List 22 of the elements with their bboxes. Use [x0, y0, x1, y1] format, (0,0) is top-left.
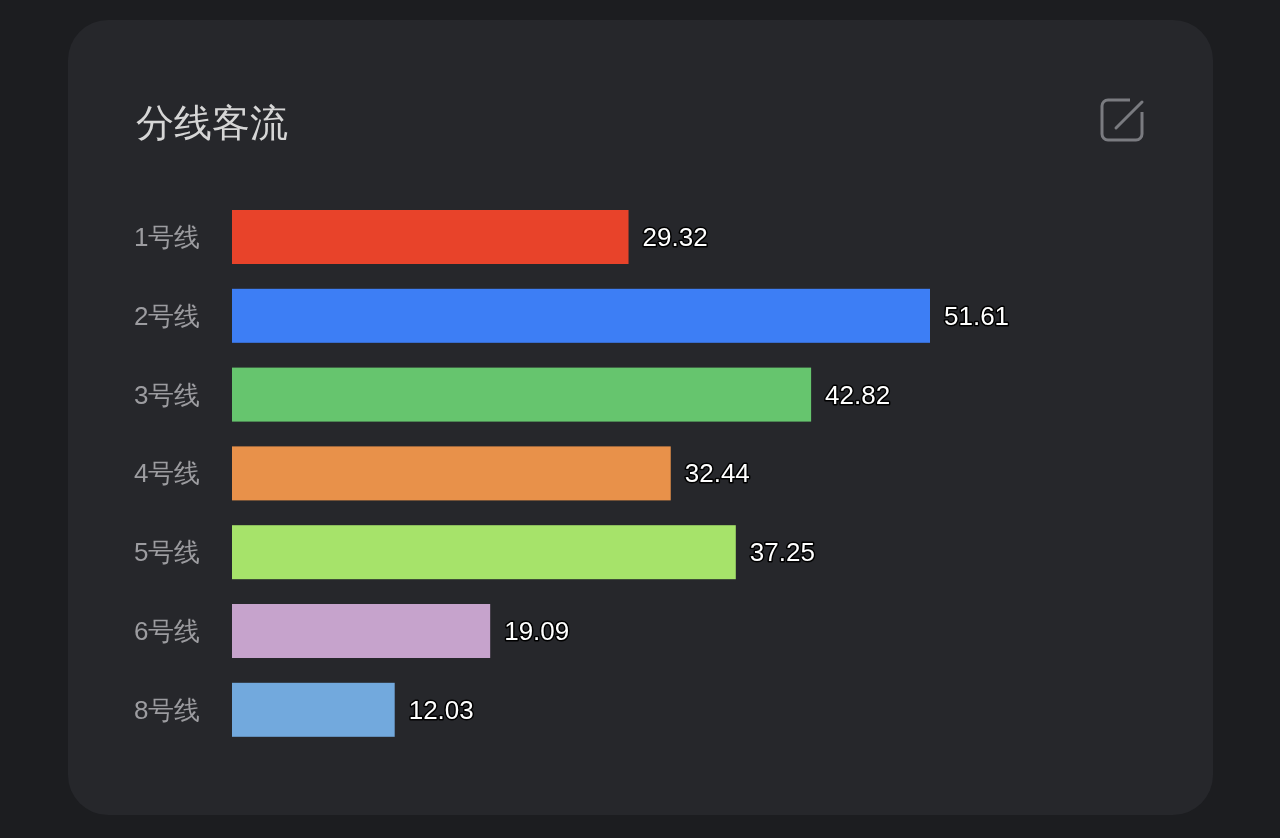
data-label: 32.44 — [684, 458, 750, 489]
y-tick-label: 8号线 — [134, 694, 201, 725]
data-label: 37.25 — [749, 537, 815, 568]
data-label: 19.09 — [504, 616, 570, 646]
y-tick-label: 5号线 — [134, 537, 201, 568]
bar — [232, 446, 671, 501]
y-tick-label: 3号线 — [134, 379, 201, 410]
data-label: 42.82 — [825, 379, 891, 410]
data-label: 51.61 — [944, 300, 1010, 331]
bar — [232, 210, 629, 264]
y-tick-label: 1号线 — [134, 222, 201, 252]
y-tick-label: 4号线 — [134, 458, 201, 489]
bar — [232, 288, 930, 343]
bar — [232, 525, 736, 580]
bar — [232, 604, 491, 658]
chart-title: 分线客流 — [136, 102, 288, 144]
bar — [232, 367, 812, 422]
y-tick-label: 6号线 — [134, 616, 201, 646]
data-label: 12.03 — [408, 694, 474, 725]
y-tick-label: 2号线 — [134, 300, 201, 331]
data-label: 29.32 — [642, 222, 708, 252]
bar — [232, 682, 395, 737]
